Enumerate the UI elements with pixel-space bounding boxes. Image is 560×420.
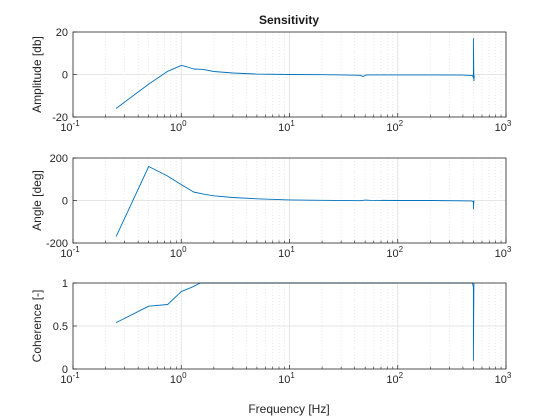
y-tick-label: 20 <box>56 27 68 39</box>
axes-frame <box>72 157 507 244</box>
x-tick-label: 100 <box>170 371 187 386</box>
y-axis-label: Coherence [-] <box>30 290 44 363</box>
x-tick-base: 10 <box>170 122 182 134</box>
y-tick-label: 0 <box>62 364 68 376</box>
x-tick-label: 10-1 <box>60 245 80 260</box>
x-tick-exponent: 2 <box>399 371 404 380</box>
x-tick-label: 10-1 <box>60 371 80 386</box>
x-tick-base: 10 <box>278 248 290 260</box>
x-tick-exponent: 1 <box>290 119 295 128</box>
data-line <box>115 166 475 237</box>
y-tick-label: -200 <box>46 238 68 250</box>
x-tick-base: 10 <box>60 374 72 386</box>
x-axis-label: Frequency [Hz] <box>248 402 329 416</box>
x-tick-label: 101 <box>278 245 295 260</box>
y-tick-label: 200 <box>50 153 68 165</box>
x-tick-label: 102 <box>386 245 403 260</box>
chart-title: Sensitivity <box>259 13 319 27</box>
x-tick-label: 103 <box>495 245 512 260</box>
x-tick-label: 100 <box>170 245 187 260</box>
x-tick-exponent: 3 <box>507 245 512 254</box>
x-tick-exponent: -1 <box>73 371 81 380</box>
x-tick-base: 10 <box>60 248 72 260</box>
x-tick-exponent: 0 <box>182 119 187 128</box>
y-axis-label: Amplitude [db] <box>30 36 44 113</box>
y-axis-label: Angle [deg] <box>30 170 44 231</box>
x-tick-label: 103 <box>495 371 512 386</box>
axes-frame <box>72 282 507 370</box>
x-tick-base: 10 <box>170 248 182 260</box>
x-tick-exponent: 1 <box>290 245 295 254</box>
x-tick-label: 102 <box>386 371 403 386</box>
x-tick-exponent: 1 <box>290 371 295 380</box>
x-tick-label: 101 <box>278 371 295 386</box>
y-tick-label: 0 <box>62 196 68 208</box>
y-tick-label: 0 <box>62 70 68 82</box>
x-tick-exponent: 3 <box>507 119 512 128</box>
x-tick-base: 10 <box>386 122 398 134</box>
x-tick-exponent: -1 <box>73 245 81 254</box>
x-tick-base: 10 <box>170 374 182 386</box>
x-tick-label: 103 <box>495 119 512 134</box>
x-tick-label: 10-1 <box>60 119 80 134</box>
y-tick-label: -20 <box>52 112 68 124</box>
y-tick-label: 0.5 <box>53 321 68 333</box>
x-tick-exponent: 2 <box>399 245 404 254</box>
x-tick-exponent: 0 <box>182 371 187 380</box>
y-tick-label: 1 <box>62 278 68 290</box>
x-tick-exponent: -1 <box>73 119 81 128</box>
x-tick-base: 10 <box>495 374 507 386</box>
axes-frame <box>72 31 507 118</box>
x-tick-label: 100 <box>170 119 187 134</box>
x-tick-label: 102 <box>386 119 403 134</box>
x-tick-label: 101 <box>278 119 295 134</box>
x-tick-base: 10 <box>386 248 398 260</box>
x-tick-exponent: 3 <box>507 371 512 380</box>
x-tick-exponent: 2 <box>399 119 404 128</box>
x-tick-base: 10 <box>60 122 72 134</box>
x-tick-base: 10 <box>495 122 507 134</box>
x-tick-base: 10 <box>278 122 290 134</box>
x-tick-exponent: 0 <box>182 245 187 254</box>
x-tick-base: 10 <box>386 374 398 386</box>
x-tick-base: 10 <box>495 248 507 260</box>
x-tick-base: 10 <box>278 374 290 386</box>
data-line <box>115 37 475 109</box>
